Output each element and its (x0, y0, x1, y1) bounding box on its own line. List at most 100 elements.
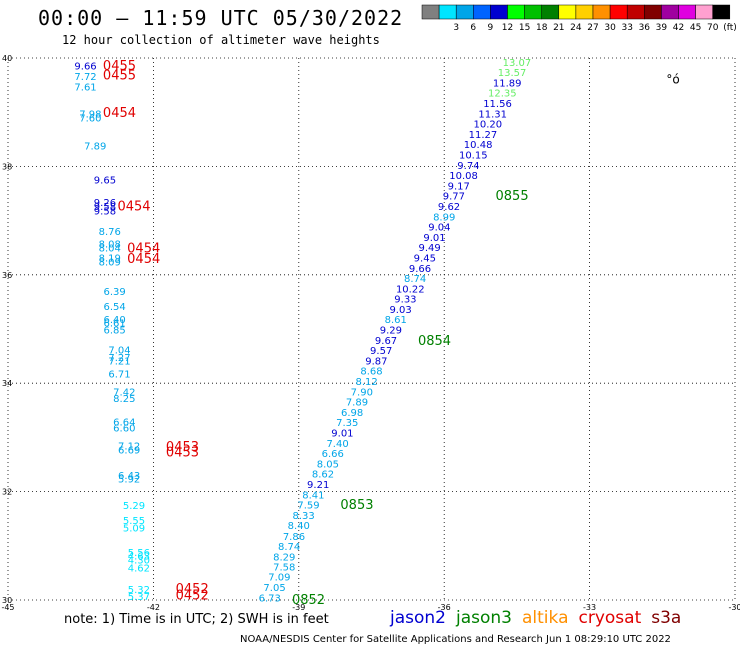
wave-height-point: 6.40 (103, 315, 125, 326)
wave-height-point: 8.99 (433, 212, 455, 223)
wave-height-point: 10.08 (449, 171, 478, 182)
color-scale-unit: (ft) (723, 23, 737, 33)
page-title: 00:00 – 11:59 UTC 05/30/2022 (38, 6, 404, 30)
color-scale-legend: 3 6 9 12 15 18 21 24 27 30 33 36 39 42 45 70 (ft) (421, 4, 737, 33)
wave-height-point: 9.01 (423, 233, 445, 244)
wave-height-point: 7.27 (108, 353, 130, 364)
wave-height-point: 7.59 (297, 501, 319, 512)
color-swatch-label: 36 (639, 23, 651, 33)
wave-height-point: 8.04 (99, 244, 121, 255)
pass-time-label: 0452 (176, 589, 209, 604)
y-tick-label: 38 (2, 162, 12, 171)
wave-height-point: 9.58 (94, 202, 116, 213)
wave-height-point: 7.40 (326, 439, 348, 450)
y-tick-label: 40 (2, 54, 12, 63)
wave-height-point: 11.56 (483, 99, 512, 110)
wave-height-point: 5.32 (128, 585, 150, 596)
wave-height-point: 7.89 (84, 141, 106, 152)
wave-height-point: 6.54 (103, 302, 125, 313)
y-tick-label: 32 (2, 488, 12, 497)
color-swatch-label: 33 (621, 23, 632, 33)
wave-height-point: 9.49 (419, 243, 441, 254)
wave-height-point: 7.90 (351, 387, 373, 398)
wave-height-point: 9.62 (438, 202, 460, 213)
wave-height-point: 9.66 (74, 62, 96, 73)
color-swatch-label: 18 (536, 23, 548, 33)
color-swatch-label: 6 (470, 23, 476, 33)
color-swatch-label: 12 (502, 23, 513, 33)
wave-height-point: 9.66 (409, 264, 431, 275)
legend-item-altika: altika (522, 608, 569, 628)
wave-height-point: 9.57 (370, 346, 392, 357)
x-tick-label: -36 (438, 603, 451, 612)
legend-item-jason2: jason2 (390, 608, 446, 628)
wave-height-point: 7.21 (108, 356, 130, 367)
wave-height-point: 10.22 (396, 284, 425, 295)
color-swatch-label: 42 (673, 23, 684, 33)
x-tick-label: -39 (292, 603, 305, 612)
color-swatch-label: 24 (570, 23, 582, 33)
color-swatch (712, 4, 731, 20)
color-swatch-label: 39 (656, 23, 668, 33)
wave-height-point: 6.64 (113, 418, 135, 429)
color-swatch-label: 70 (707, 23, 719, 33)
x-tick-label: -42 (147, 603, 160, 612)
legend-item-cryosat: cryosat (578, 608, 642, 628)
wave-height-point: 12.35 (488, 89, 517, 100)
wave-height-point: 8.74 (404, 274, 426, 285)
credit-footer: NOAA/NESDIS Center for Satellite Applica… (240, 634, 671, 645)
wave-height-point: 11.89 (493, 78, 522, 89)
wave-height-point: 13.07 (503, 58, 532, 69)
pass-time-label: 0852 (292, 593, 325, 608)
map-annotation: °ó (666, 73, 679, 87)
wave-height-point: 8.62 (312, 470, 334, 481)
color-swatch-label: 45 (690, 23, 701, 33)
wave-height-point: 9.03 (389, 305, 411, 316)
wave-height-point: 4.63 (128, 552, 150, 563)
pass-time-label: 0855 (496, 189, 529, 204)
legend-item-jason3: jason3 (456, 608, 512, 628)
wave-height-point: 9.17 (448, 181, 470, 192)
wave-height-point: 8.74 (278, 542, 300, 553)
wave-height-point: 11.27 (469, 130, 498, 141)
wave-height-point: 8.25 (113, 394, 135, 405)
wave-height-point: 7.98 (79, 109, 101, 120)
wave-height-point: 6.85 (103, 326, 125, 337)
pass-time-label: 0453 (166, 445, 199, 460)
wave-height-point: 8.68 (360, 367, 382, 378)
wave-height-point: 9.29 (380, 326, 402, 337)
wave-height-point: 7.72 (74, 72, 96, 83)
color-swatch-label: 21 (553, 23, 564, 33)
wave-height-point: 6.98 (341, 408, 363, 419)
wave-height-point: 8.40 (288, 521, 310, 532)
wave-height-point: 6.60 (113, 424, 135, 435)
wave-height-point: 8.76 (99, 227, 121, 238)
pass-time-label: 0853 (340, 498, 373, 513)
pass-time-label: 0455 (103, 68, 136, 83)
pass-time-label: 0452 (176, 582, 209, 597)
wave-height-point: 7.12 (118, 442, 140, 453)
wave-height-point: 8.05 (317, 459, 339, 470)
chart-note: note: 1) Time is in UTC; 2) SWH is in fe… (64, 612, 329, 627)
wave-height-point: 7.35 (336, 418, 358, 429)
wave-height-point: 7.89 (346, 398, 368, 409)
wave-height-point: 6.43 (118, 471, 140, 482)
pass-time-label: 0454 (127, 252, 160, 267)
color-swatch-label: 15 (519, 23, 530, 33)
y-tick-label: 30 (2, 596, 12, 605)
wave-height-point: 5.92 (118, 475, 140, 486)
wave-height-point: 10.15 (459, 150, 488, 161)
color-swatch-label: 3 (453, 23, 459, 33)
pass-time-label: 0454 (103, 106, 136, 121)
wave-height-point: 9.45 (414, 253, 436, 264)
pass-time-label: 0454 (127, 242, 160, 257)
wave-height-point: 7.86 (283, 532, 305, 543)
wave-height-point: 8.29 (273, 553, 295, 564)
wave-height-point: 8.33 (293, 511, 315, 522)
wave-height-point: 7.04 (108, 346, 130, 357)
wave-height-point: 9.26 (94, 198, 116, 209)
wave-height-point: 8.08 (99, 239, 121, 250)
wave-height-point: 6.39 (103, 287, 125, 298)
wave-height-point: 9.65 (94, 175, 116, 186)
